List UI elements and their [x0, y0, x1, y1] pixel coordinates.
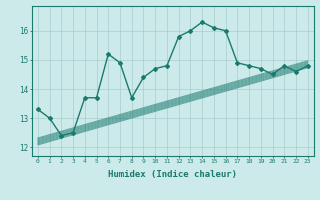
X-axis label: Humidex (Indice chaleur): Humidex (Indice chaleur) — [108, 170, 237, 179]
